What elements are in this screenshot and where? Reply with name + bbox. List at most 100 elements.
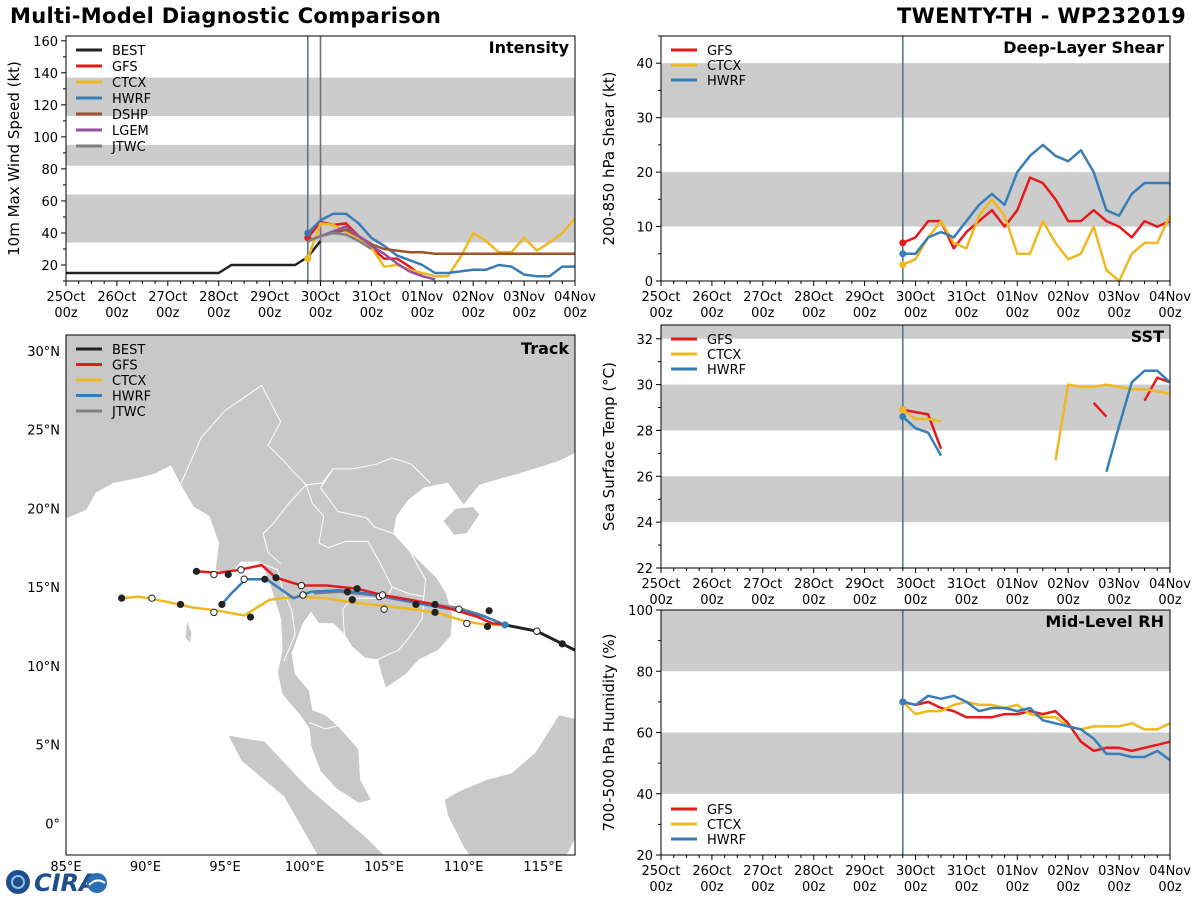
rh-ytick-label: 40 [636,788,653,803]
rh-xtick-label: 30Oct [896,864,935,879]
undefined [66,335,575,804]
track-legend-label-ctcx: CTCX [112,374,146,389]
track-marker-filled [246,613,255,621]
sst-legend-label-gfs: GFS [707,333,733,348]
intensity-series-dshp [307,228,575,256]
track-map [66,335,575,855]
shear-series-ctcx [902,198,1172,283]
intensity-init-point-ctcx [304,255,312,263]
sst-series-ctcx [902,408,942,423]
track-marker-filled [218,600,226,609]
sst-band [661,476,1170,523]
rh-legend-label-ctcx: CTCX [707,818,741,833]
intensity-xtick-label: 26Oct [97,290,136,305]
shear-xtick-label: 25Oct [641,290,680,305]
shear-panel: 01020304025Oct00z26Oct00z27Oct00z28Oct00… [600,35,1191,321]
intensity-ytick-label: 120 [33,99,58,114]
intensity-xtick-sublabel: 00z [411,306,435,321]
rh-xtick-label: 26Oct [692,864,731,879]
rh-xtick-label: 29Oct [845,864,884,879]
intensity-xtick-label: 25Oct [46,290,85,305]
intensity-series-best [66,240,322,275]
sst-legend-label-hwrf: HWRF [707,363,746,378]
shear-band [661,172,1170,227]
track-best-marker-filled [558,640,566,648]
track-ytick-label: 20°N [27,502,60,517]
shear-xtick-sublabel: 00z [853,306,877,321]
track-marker-filled [483,622,492,631]
track-country-border [391,586,424,598]
intensity-ytick-label: 100 [33,131,58,146]
rh-ytick-label: 80 [636,665,653,680]
shear-xtick-label: 27Oct [743,290,782,305]
sst-series-gfs [902,408,943,450]
sst-xtick-sublabel: 00z [853,593,877,608]
intensity-init-point-hwrf [304,229,312,237]
sst-xtick-label: 03Nov [1098,577,1140,592]
track-ytick-label: 5°N [36,739,61,754]
shear-xtick-label: 29Oct [845,290,884,305]
track-init-point [501,621,509,629]
track-legend-label-hwrf: HWRF [112,390,151,405]
sst-ytick-label: 28 [636,424,653,439]
track-ytick-label: 30°N [27,345,60,360]
track-country-border [309,722,339,730]
track-marker-filled [176,600,185,609]
sst-xtick-sublabel: 00z [1057,593,1081,608]
intensity-title: Intensity [489,38,570,57]
intensity-legend-label-lgem: LGEM [112,124,149,139]
rh-legend-label-gfs: GFS [707,803,733,818]
intensity-series-hwrf [306,212,575,278]
intensity-xtick-label: 31Oct [352,290,391,305]
rh-ylabel: 700-500 hPa Humidity (%) [600,633,618,831]
sst-xtick-label: 26Oct [692,577,731,592]
sst-series-ctcx [1054,383,1171,461]
cira-logo: CIRA [6,869,107,897]
track-marker-open [297,581,306,590]
sst-xtick-label: 31Oct [947,577,986,592]
rh-xtick-label: 03Nov [1098,864,1140,879]
track-xtick-label: 85°E [50,860,81,875]
sst-xtick-label: 25Oct [641,577,680,592]
shear-xtick-sublabel: 00z [955,306,979,321]
rh-series-hwrf [902,694,1171,762]
shear-xtick-label: 30Oct [896,290,935,305]
sst-xtick-label: 27Oct [743,577,782,592]
rh-xtick-label: 25Oct [641,864,680,879]
page-title: Multi-Model Diagnostic Comparison [10,4,442,28]
rh-xtick-label: 04Nov [1149,864,1191,879]
sst-init-point-ctcx [899,406,907,414]
intensity-xtick-sublabel: 00z [360,306,384,321]
rh-xtick-sublabel: 00z [955,880,979,895]
sst-xtick-sublabel: 00z [649,593,673,608]
sst-ytick-label: 22 [636,562,653,577]
shear-title: Deep-Layer Shear [1003,38,1164,57]
shear-xtick-sublabel: 00z [904,306,928,321]
track-country-border [261,563,296,662]
shear-ytick-label: 10 [636,221,653,236]
shear-xtick-sublabel: 00z [700,306,724,321]
intensity-legend-label-dshp: DSHP [112,108,148,123]
rh-xtick-sublabel: 00z [700,880,724,895]
intensity-xtick-label: 02Nov [452,290,494,305]
sst-ytick-label: 26 [636,470,653,485]
shear-ylabel: 200-850 hPa Shear (kt) [600,72,618,246]
intensity-series-ctcx [306,217,576,278]
shear-init-point-gfs [899,239,907,247]
track-marker-filled [485,607,493,615]
intensity-xtick-sublabel: 00z [258,306,282,321]
undefined [227,734,385,855]
track-marker-filled [431,600,439,609]
track-ytick-label: 0° [45,817,60,832]
track-marker-open [237,566,245,574]
track-country-border [319,468,427,661]
shear-ytick-label: 40 [636,57,653,72]
track-panel: 85°E 90°E 95°E 100°E 105°E 110°E 115°E 0° 5°N 10°… [27,334,576,875]
intensity-xtick-label: 03Nov [503,290,545,305]
intensity-xtick-label: 04Nov [554,290,596,305]
shear-init-point-hwrf [899,250,907,258]
storm-id-title: TWENTY-TH - WP232019 [897,4,1186,28]
